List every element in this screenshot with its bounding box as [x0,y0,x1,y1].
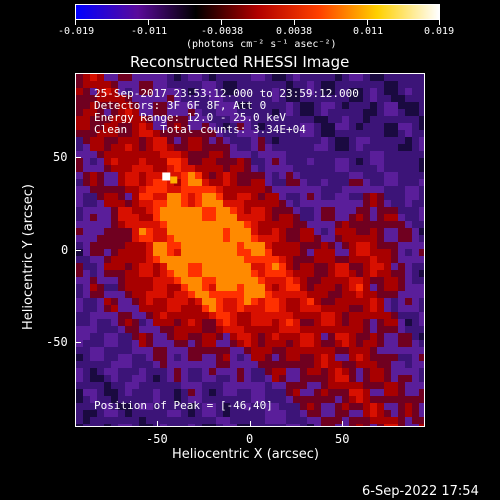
colorbar-unit-label: (photons cm⁻² s⁻¹ asec⁻²) [186,39,337,50]
info-detectors: Detectors: 3F 6F 8F, Att 0 [94,99,267,112]
x-tick-label: -50 [146,432,168,446]
y-tick-label: 0 [61,243,69,257]
colorbar-tick-label: 0.0038 [276,26,313,37]
peak-position-text: Position of Peak = [-46,40] [94,399,273,412]
x-tick-label: 50 [335,432,350,446]
colorbar-tick-label: -0.019 [58,26,95,37]
footer-date: 6-Sep-2022 17:54 [362,484,479,499]
y-tick [75,342,81,343]
x-tick [250,421,251,427]
colorbar-tick [439,20,440,25]
colorbar-tick [367,20,368,25]
colorbar-tick [75,20,76,25]
info-energy-range: Energy Range: 12.0 - 25.0 keV [94,111,287,124]
x-axis-label: Heliocentric X (arcsec) [172,447,319,462]
colorbar-tick-label: 0.019 [424,26,455,37]
colorbar-tick-label: -0.0038 [201,26,244,37]
plot-title: Reconstructed RHESSI Image [130,53,350,71]
colorbar-tick [148,20,149,25]
y-tick-label: -50 [46,335,68,349]
colorbar-tick-label: 0.011 [353,26,384,37]
colorbar [75,4,440,20]
y-tick-label: 50 [53,150,68,164]
y-tick [75,157,81,158]
x-tick [157,421,158,427]
colorbar-tick [221,20,222,25]
y-tick [75,250,81,251]
reconstructed-image [76,74,424,426]
peak-glow [170,176,178,184]
info-time-range: 25-Sep-2017 23:53:12.000 to 23:59:12.000 [94,87,359,100]
x-tick [342,421,343,427]
y-axis-label: Heliocentric Y (arcsec) [21,184,36,330]
info-clean-counts: Clean Total counts: 3.34E+04 [94,123,306,136]
colorbar-tick [294,20,295,25]
image-plot-area [75,73,425,427]
x-tick-label: 0 [246,432,254,446]
peak-marker [162,172,171,181]
colorbar-tick-label: -0.011 [131,26,168,37]
